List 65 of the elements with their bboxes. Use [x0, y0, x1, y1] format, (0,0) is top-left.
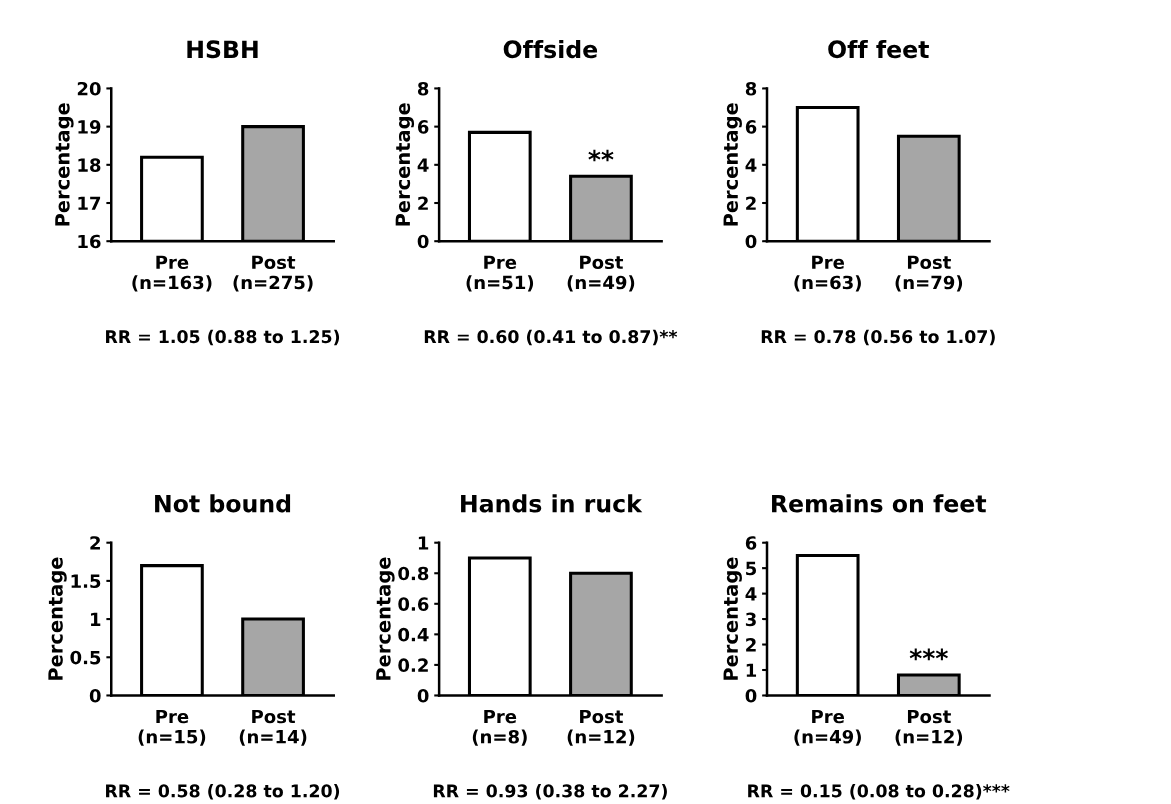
y-tick-label: 18 — [78, 158, 101, 172]
x-tick-label: Post (n=12) — [895, 709, 963, 746]
y-tick-label: 4 — [745, 587, 757, 601]
text: RR = 0.60 (0.41 to 0.87)** — [424, 329, 678, 346]
y-axis-title: Percentage — [55, 103, 74, 226]
y-tick-label: 2 — [418, 196, 428, 210]
y-tick-label: 1.5 — [71, 574, 101, 589]
x-tick-label: Pre (n=163) — [132, 255, 212, 292]
y-tick-label: 0 — [417, 234, 429, 249]
chart-title: Remains on feet — [772, 494, 987, 513]
text: RR = 0.78 (0.56 to 1.07) — [761, 329, 995, 346]
y-tick-label: 1 — [746, 663, 757, 677]
text: RR = 1.05 (0.88 to 1.25) — [106, 329, 340, 346]
y-axis-title: Percentage — [395, 103, 415, 226]
chart-title: Offside — [503, 39, 598, 59]
y-tick-label: 0.5 — [70, 650, 101, 665]
y-tick-label: 2 — [90, 536, 100, 550]
y-axis-title: Percentage — [723, 103, 742, 226]
chart-title: Off feet — [828, 39, 929, 59]
x-tick-label: Pre (n=49) — [794, 709, 861, 746]
y-tick-label: 6 — [745, 536, 757, 550]
y-tick-label: 1 — [418, 536, 429, 550]
x-tick-label: Post (n=12) — [567, 709, 635, 746]
text: RR = 0.58 (0.28 to 1.20) — [106, 784, 340, 800]
text: RR = 0.15 (0.08 to 0.28)*** — [748, 784, 1010, 800]
y-tick-label: 17 — [78, 196, 101, 210]
y-tick-label: 19 — [78, 120, 101, 134]
x-tick-label: Post (n=14) — [239, 709, 307, 746]
y-tick-label: 16 — [78, 234, 101, 249]
x-tick-label: Pre (n=63) — [794, 255, 861, 292]
annotation: *** — [909, 648, 948, 661]
y-tick-label: 0.2 — [398, 658, 428, 673]
y-axis-title: Percentage — [48, 557, 67, 680]
y-tick-label: 0.6 — [398, 597, 429, 611]
y-tick-label: 20 — [77, 81, 101, 96]
chart-title: Not bound — [155, 494, 291, 513]
y-tick-label: 3 — [745, 612, 756, 627]
y-tick-label: 5 — [746, 561, 757, 576]
y-tick-label: 0 — [745, 234, 757, 249]
x-tick-label: Pre (n=15) — [138, 709, 206, 746]
text: RR = 0.93 (0.38 to 2.27) — [433, 784, 667, 800]
x-tick-label: Post (n=275) — [233, 255, 313, 292]
y-tick-label: 0 — [89, 688, 101, 703]
y-tick-label: 2 — [746, 638, 756, 652]
y-tick-label: 0.8 — [398, 566, 429, 581]
x-tick-label: Pre (n=51) — [466, 255, 534, 292]
x-tick-label: Post (n=49) — [567, 255, 635, 292]
y-tick-label: 4 — [745, 158, 757, 172]
y-tick-label: 8 — [417, 81, 429, 96]
y-tick-label: 0.4 — [398, 627, 429, 642]
y-axis-title: Percentage — [723, 557, 742, 680]
y-tick-label: 6 — [745, 120, 757, 134]
y-tick-label: 0 — [745, 688, 757, 703]
y-tick-label: 4 — [417, 158, 429, 172]
x-tick-label: Pre (n=8) — [472, 709, 527, 746]
y-tick-label: 6 — [417, 120, 429, 134]
y-tick-label: 1 — [91, 612, 101, 626]
y-tick-label: 2 — [746, 196, 756, 210]
y-axis-title: Percentage — [376, 557, 395, 680]
chart-title: HSBH — [187, 40, 258, 59]
annotation: ** — [588, 149, 614, 162]
y-tick-label: 0 — [417, 688, 429, 703]
chart-title: Hands in ruck — [461, 494, 643, 513]
x-tick-label: Post (n=79) — [895, 255, 963, 292]
y-tick-label: 8 — [745, 81, 757, 96]
